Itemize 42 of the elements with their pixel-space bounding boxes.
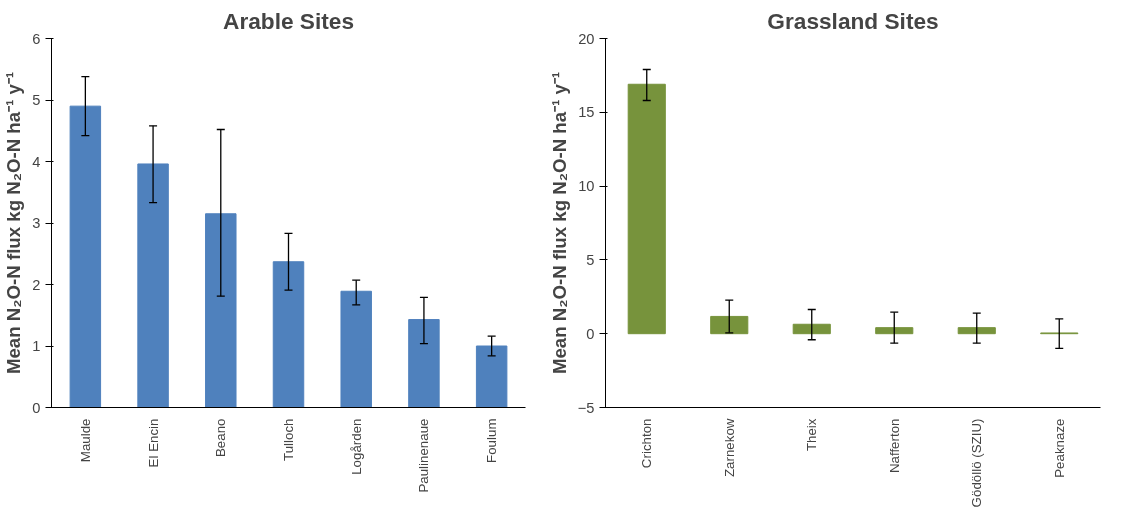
x-tick-label: Zarnekow bbox=[721, 418, 737, 478]
x-tick-label: Tulloch bbox=[281, 418, 296, 461]
y-tick-label: 1 bbox=[32, 338, 41, 354]
x-tick-label: Crichton bbox=[639, 418, 655, 469]
x-tick-label: Peaknaze bbox=[1051, 418, 1067, 478]
x-tick-label: Beano bbox=[213, 418, 229, 458]
bar bbox=[792, 323, 831, 335]
bar bbox=[340, 290, 372, 408]
y-tick-label: 6 bbox=[32, 30, 41, 47]
y-tick-label: 10 bbox=[578, 178, 595, 195]
bar bbox=[408, 319, 440, 408]
x-tick-label: Foulum bbox=[484, 418, 500, 463]
x-tick-label: Paulinenaue bbox=[416, 418, 432, 493]
y-tick-label: 5 bbox=[32, 92, 41, 108]
bar bbox=[957, 327, 996, 335]
y-axis-title: Mean N₂O-N flux kg N₂O-N ha⁻¹ y⁻¹ bbox=[548, 71, 570, 375]
y-tick-label: 15 bbox=[578, 104, 595, 121]
bar bbox=[875, 327, 914, 335]
chart-title: Arable Sites bbox=[223, 7, 354, 34]
y-tick-label: 4 bbox=[32, 153, 41, 170]
bar bbox=[69, 105, 102, 408]
y-axis-title: Mean N₂O-N flux kg N₂O-N ha⁻¹ y⁻¹ bbox=[3, 71, 25, 375]
y-tick-label: 2 bbox=[32, 276, 41, 293]
y-tick-label: 20 bbox=[578, 30, 595, 47]
x-tick-label: Gödöllö (SZIU) bbox=[969, 418, 985, 508]
x-tick-label: El Encin bbox=[145, 418, 161, 468]
y-tick-label: −5 bbox=[577, 399, 595, 416]
bar bbox=[205, 213, 237, 408]
y-tick-label: 0 bbox=[586, 325, 595, 342]
x-tick-label: Theix bbox=[804, 418, 820, 452]
chart-title: Grassland Sites bbox=[767, 7, 939, 34]
x-tick-label: Maulde bbox=[77, 418, 93, 463]
y-tick-label: 3 bbox=[32, 215, 41, 231]
bar bbox=[475, 345, 508, 408]
y-tick-label: 5 bbox=[586, 251, 595, 268]
bar bbox=[627, 83, 666, 335]
bar bbox=[272, 261, 305, 408]
y-tick-label: 0 bbox=[32, 399, 41, 416]
bar bbox=[137, 163, 169, 408]
bar bbox=[710, 315, 749, 335]
x-tick-label: Logården bbox=[348, 418, 364, 475]
x-tick-label: Nafferton bbox=[886, 418, 902, 474]
